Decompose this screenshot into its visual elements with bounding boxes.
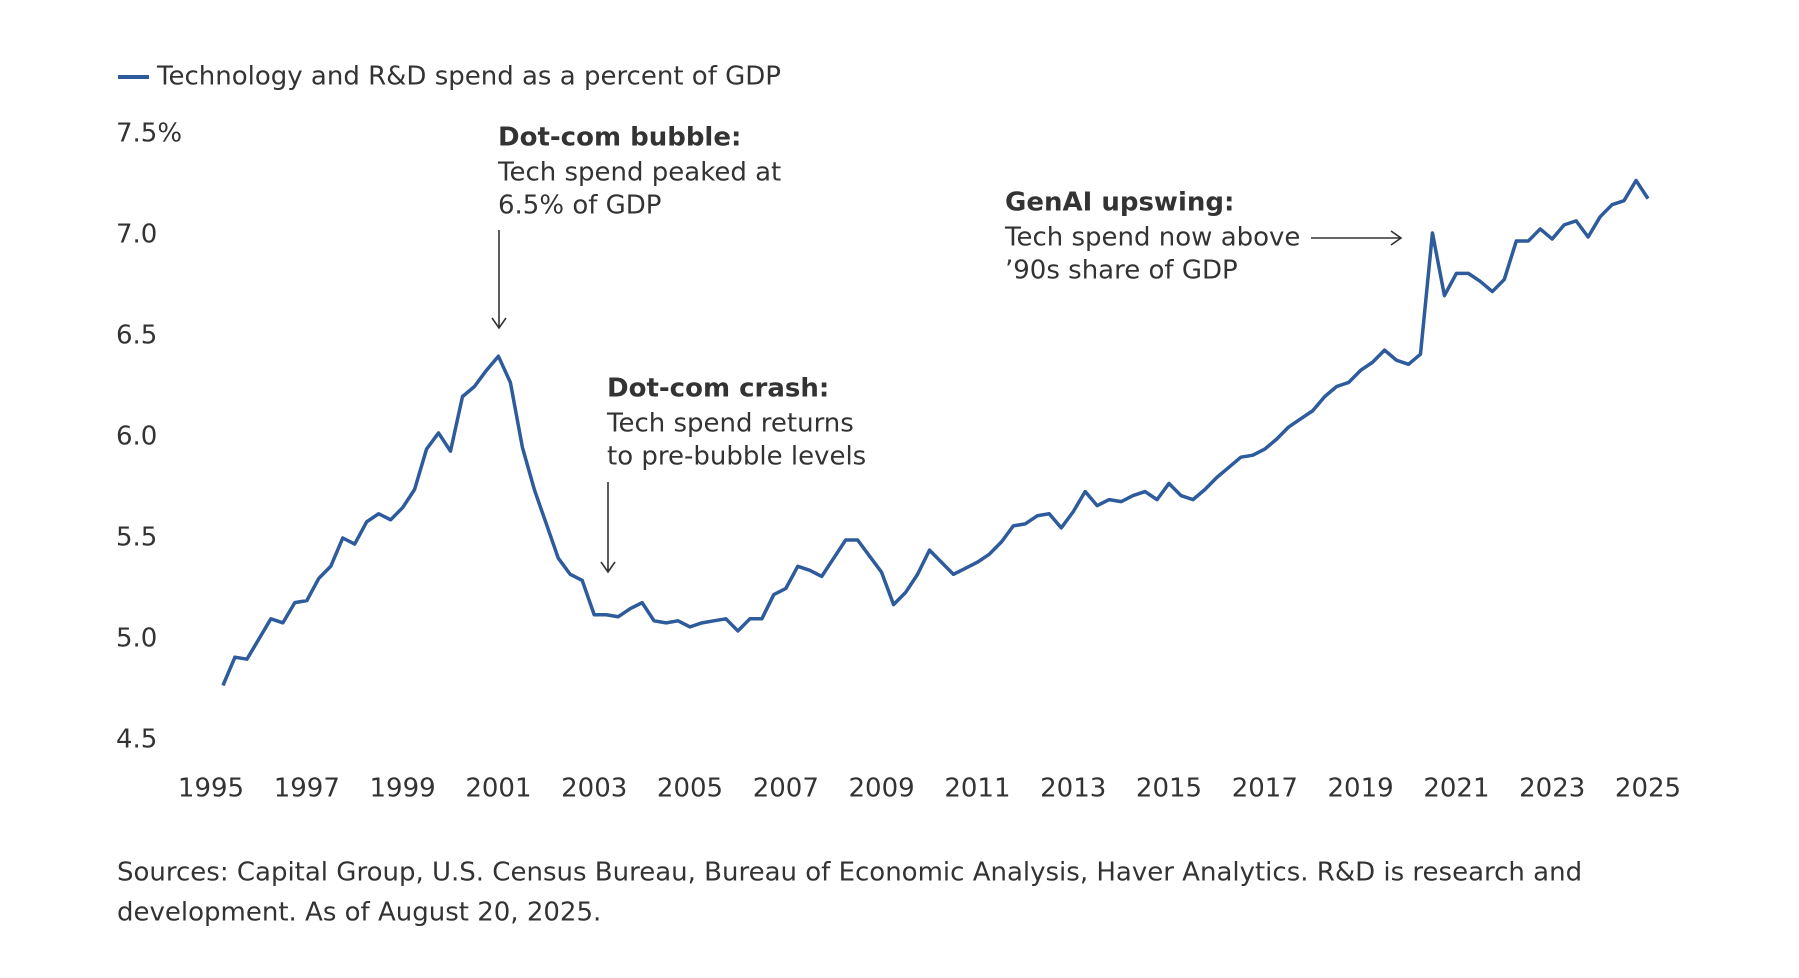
source-note: Sources: Capital Group, U.S. Census Bure… — [117, 858, 1582, 888]
y-tick-label: 7.0 — [116, 220, 157, 250]
annotation-arrow — [491, 230, 507, 330]
x-tick-label: 2021 — [1423, 774, 1489, 804]
x-tick-label: 2019 — [1328, 774, 1394, 804]
annotation-title: GenAI upswing: — [1005, 188, 1234, 218]
x-tick-label: 2011 — [944, 774, 1010, 804]
x-tick-label: 2001 — [465, 774, 531, 804]
x-tick-label: 2023 — [1519, 774, 1585, 804]
annotation-arrow — [600, 482, 616, 574]
annotation-text: Tech spend peaked at — [497, 158, 781, 188]
annotation-title: Dot-com crash: — [607, 374, 829, 404]
y-tick-label: 7.5% — [116, 119, 182, 149]
line-series — [221, 178, 1650, 687]
annotation-arrow — [1311, 230, 1403, 246]
x-tick-label: 1999 — [370, 774, 436, 804]
x-tick-label: 2005 — [657, 774, 723, 804]
x-tick-label: 2025 — [1615, 774, 1681, 804]
annotation-text: ’90s share of GDP — [1005, 256, 1238, 286]
y-tick-label: 5.0 — [116, 624, 157, 654]
x-tick-label: 1997 — [274, 774, 340, 804]
x-tick-label: 2017 — [1232, 774, 1298, 804]
y-tick-label: 6.0 — [116, 422, 157, 452]
annotation-text: 6.5% of GDP — [498, 191, 662, 221]
legend-label: Technology and R&D spend as a percent of… — [156, 62, 781, 92]
y-tick-label: 6.5 — [116, 321, 157, 351]
x-tick-label: 2007 — [753, 774, 819, 804]
source-note: development. As of August 20, 2025. — [117, 898, 601, 928]
x-tick-label: 2013 — [1040, 774, 1106, 804]
annotation-text: Tech spend returns — [606, 409, 854, 439]
x-tick-label: 2003 — [561, 774, 627, 804]
x-tick-label: 2015 — [1136, 774, 1202, 804]
annotation-text: Tech spend now above — [1004, 223, 1300, 253]
y-tick-label: 5.5 — [116, 523, 157, 553]
x-tick-label: 2009 — [849, 774, 915, 804]
annotation-text: to pre-bubble levels — [607, 442, 866, 472]
annotation-title: Dot-com bubble: — [498, 123, 741, 153]
x-tick-label: 1995 — [178, 774, 244, 804]
y-tick-label: 4.5 — [116, 725, 157, 755]
